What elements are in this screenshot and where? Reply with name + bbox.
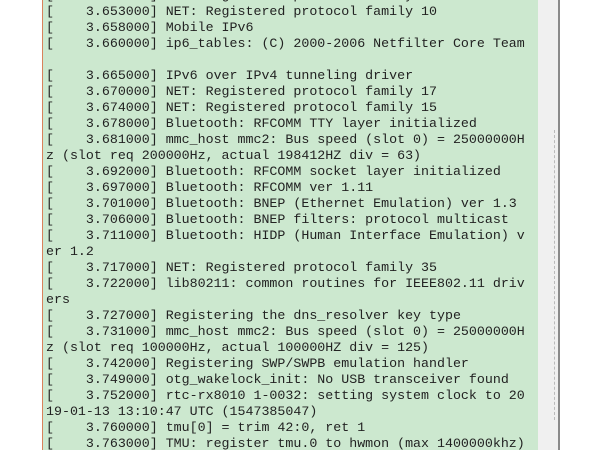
window-edge-divider <box>558 0 560 450</box>
log-line: [ 3.697000] Bluetooth: RFCOMM ver 1.11 <box>46 180 374 195</box>
log-line: [ 3.760000] tmu[0] = trim 42:0, ret 1 <box>46 420 366 435</box>
log-line: [ 3.701000] Bluetooth: BNEP (Ethernet Em… <box>46 196 517 211</box>
log-line: 19-01-13 13:10:47 UTC (1547385047) <box>46 404 318 419</box>
log-line: [ 3.692000] Bluetooth: RFCOMM socket lay… <box>46 164 501 179</box>
log-line: [ 3.648000] NET: Registered protocol fam… <box>46 0 525 4</box>
console-output-panel: [ 3.648000] NET: Registered protocol fam… <box>42 0 538 450</box>
scrollbar-thumb[interactable] <box>554 130 555 420</box>
console-log: [ 3.648000] NET: Registered protocol fam… <box>46 0 525 450</box>
log-line: [ 3.678000] Bluetooth: RFCOMM TTY layer … <box>46 116 477 131</box>
log-line: [ 3.674000] NET: Registered protocol fam… <box>46 100 437 115</box>
log-line: [ 3.681000] mmc_host mmc2: Bus speed (sl… <box>46 132 525 147</box>
log-line: [ 3.711000] Bluetooth: HIDP (Human Inter… <box>46 228 525 243</box>
log-line: z (slot req 200000Hz, actual 198412HZ di… <box>46 148 422 163</box>
log-line: [ 3.670000] NET: Registered protocol fam… <box>46 84 437 99</box>
log-line: [ 3.731000] mmc_host mmc2: Bus speed (sl… <box>46 324 525 339</box>
log-line: z (slot req 100000Hz, actual 100000HZ di… <box>46 340 430 355</box>
log-line: [ 3.749000] otg_wakelock_init: No USB tr… <box>46 372 509 387</box>
log-line: [ 3.742000] Registering SWP/SWPB emulati… <box>46 356 469 371</box>
log-line: [ 3.722000] lib80211: common routines fo… <box>46 276 525 291</box>
log-line: [ 3.653000] NET: Registered protocol fam… <box>46 4 437 19</box>
log-line: ers <box>46 292 70 307</box>
log-line: [ 3.658000] Mobile IPv6 <box>46 20 254 35</box>
log-line: [ 3.727000] Registering the dns_resolver… <box>46 308 461 323</box>
log-line: [ 3.752000] rtc-rx8010 1-0032: setting s… <box>46 388 525 403</box>
log-line: er 1.2 <box>46 244 94 259</box>
log-line: [ 3.717000] NET: Registered protocol fam… <box>46 260 437 275</box>
log-line <box>46 52 525 68</box>
log-line: [ 3.660000] ip6_tables: (C) 2000-2006 Ne… <box>46 36 525 51</box>
log-line: [ 3.706000] Bluetooth: BNEP filters: pro… <box>46 212 509 227</box>
log-line: [ 3.665000] IPv6 over IPv4 tunneling dri… <box>46 68 414 83</box>
log-line: [ 3.763000] TMU: register tmu.0 to hwmon… <box>46 436 525 450</box>
vertical-scrollbar[interactable] <box>538 0 558 450</box>
